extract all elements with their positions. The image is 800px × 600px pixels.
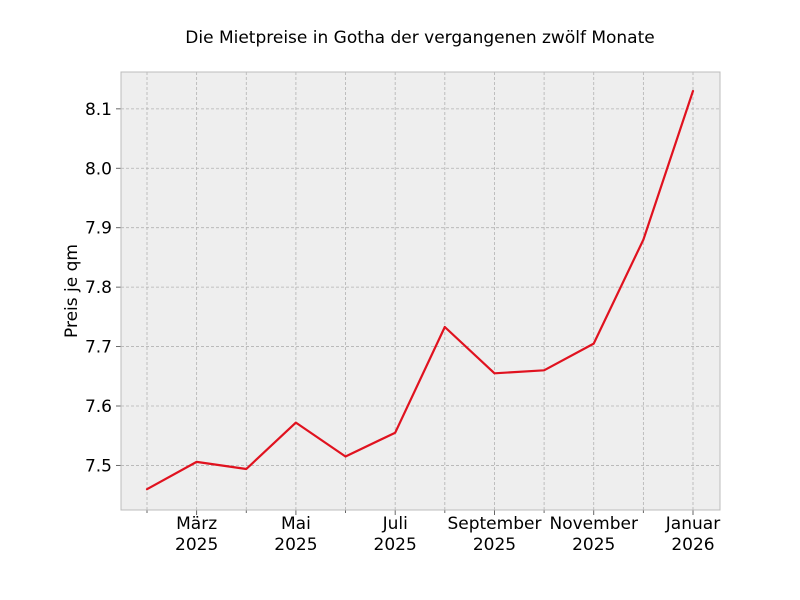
x-tick-label: November 2025 bbox=[550, 514, 638, 555]
x-tick-label: Januar 2026 bbox=[665, 514, 720, 555]
y-tick-label: 7.7 bbox=[85, 338, 112, 358]
y-tick-label: 8.0 bbox=[85, 159, 112, 179]
y-axis-label: Preis je qm bbox=[62, 244, 82, 338]
x-tick-label: März 2025 bbox=[175, 514, 218, 555]
plot-background bbox=[121, 72, 720, 510]
y-tick-label: 7.6 bbox=[85, 397, 112, 417]
series-line bbox=[145, 89, 695, 491]
y-tick-label: 7.9 bbox=[85, 219, 112, 239]
y-tick-label: 8.1 bbox=[85, 100, 112, 120]
y-tick-label: 7.8 bbox=[85, 278, 112, 298]
x-tick-label: Mai 2025 bbox=[274, 514, 317, 555]
y-tick-label: 7.5 bbox=[85, 456, 112, 476]
plot-frame bbox=[120, 71, 721, 511]
x-tick-label: Juli 2025 bbox=[374, 514, 417, 555]
chart-title: Die Mietpreise in Gotha der vergangenen … bbox=[185, 28, 654, 48]
x-tick-label: September 2025 bbox=[447, 514, 541, 555]
